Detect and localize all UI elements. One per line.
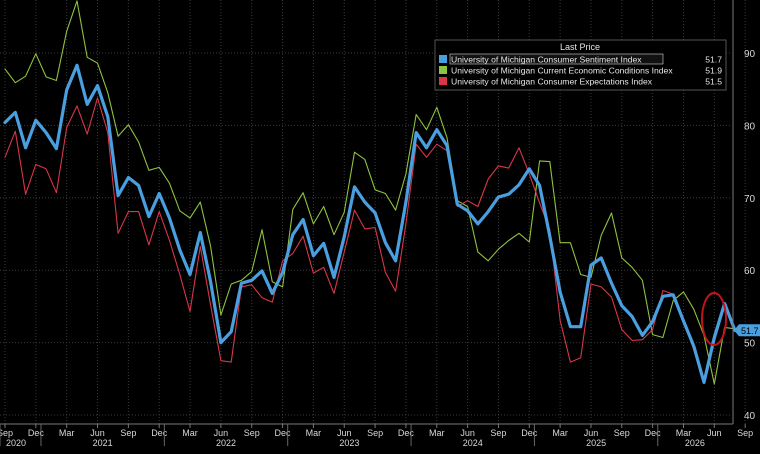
year-label: 2026 bbox=[685, 438, 705, 448]
legend-series-last: 51.7 bbox=[705, 55, 722, 65]
x-tick-label: Dec bbox=[645, 428, 662, 438]
x-tick-label: Jun bbox=[337, 428, 352, 438]
x-tick-label: Dec bbox=[521, 428, 538, 438]
year-label: 2025 bbox=[586, 438, 606, 448]
x-tick-label: Mar bbox=[182, 428, 198, 438]
x-tick-label: Sep bbox=[0, 428, 13, 438]
y-tick-label: 80 bbox=[744, 121, 756, 132]
grid-layer bbox=[0, 0, 746, 424]
x-tick-label: Jun bbox=[90, 428, 105, 438]
y-tick-label: 60 bbox=[744, 266, 756, 277]
x-tick-label: Sep bbox=[490, 428, 506, 438]
year-label: 2020 bbox=[6, 438, 26, 448]
series-line-2 bbox=[4, 0, 736, 385]
x-tick-label: Dec bbox=[275, 428, 292, 438]
x-tick-label: Sep bbox=[120, 428, 136, 438]
legend-box bbox=[434, 39, 727, 91]
x-tick-label: Sep bbox=[244, 428, 260, 438]
legend-swatch bbox=[439, 66, 447, 74]
x-tick-label: Dec bbox=[28, 428, 45, 438]
y-tick-label: 40 bbox=[744, 411, 756, 422]
last-value-tag-label: 51.7 bbox=[741, 326, 759, 336]
year-label: 2021 bbox=[93, 438, 113, 448]
legend-series-name: University of Michigan Consumer Expectat… bbox=[451, 77, 653, 87]
x-tick-label: Mar bbox=[306, 428, 322, 438]
x-tick-label: Dec bbox=[151, 428, 168, 438]
x-tick-label: Mar bbox=[59, 428, 75, 438]
last-value-tag bbox=[734, 324, 760, 337]
legend: Last Price University of Michigan Consume… bbox=[434, 39, 727, 91]
legend-selected-highlight bbox=[449, 53, 664, 65]
y-tick-label: 50 bbox=[744, 339, 756, 350]
series-line-3 bbox=[4, 97, 736, 383]
legend-series-name: University of Michigan Consumer Sentimen… bbox=[451, 55, 642, 65]
legend-series-last: 51.5 bbox=[705, 77, 722, 87]
year-label: 2022 bbox=[216, 438, 236, 448]
y-tick-label: 90 bbox=[744, 49, 756, 60]
legend-header: Last Price bbox=[560, 42, 600, 52]
year-label: 2023 bbox=[339, 438, 359, 448]
legend-swatch bbox=[439, 55, 447, 63]
year-label: 2024 bbox=[463, 438, 483, 448]
x-tick-label: Dec bbox=[398, 428, 415, 438]
series-layer bbox=[3, 0, 737, 385]
x-tick-label: Sep bbox=[737, 428, 753, 438]
legend-swatch bbox=[439, 77, 447, 85]
x-tick-label: Jun bbox=[584, 428, 599, 438]
x-tick-label: Jun bbox=[214, 428, 229, 438]
legend-series-name: University of Michigan Current Economic … bbox=[451, 66, 673, 76]
x-tick-label: Mar bbox=[552, 428, 568, 438]
x-tick-label: Sep bbox=[367, 428, 383, 438]
highlight-circle bbox=[701, 292, 727, 346]
series-line-1 bbox=[3, 63, 737, 384]
x-tick-label: Mar bbox=[676, 428, 692, 438]
x-tick-label: Jun bbox=[460, 428, 475, 438]
x-tick-label: Jun bbox=[707, 428, 722, 438]
y-tick-label: 70 bbox=[744, 194, 756, 205]
x-tick-label: Mar bbox=[429, 428, 445, 438]
x-tick-label: Sep bbox=[614, 428, 630, 438]
legend-series-last: 51.9 bbox=[705, 66, 722, 76]
